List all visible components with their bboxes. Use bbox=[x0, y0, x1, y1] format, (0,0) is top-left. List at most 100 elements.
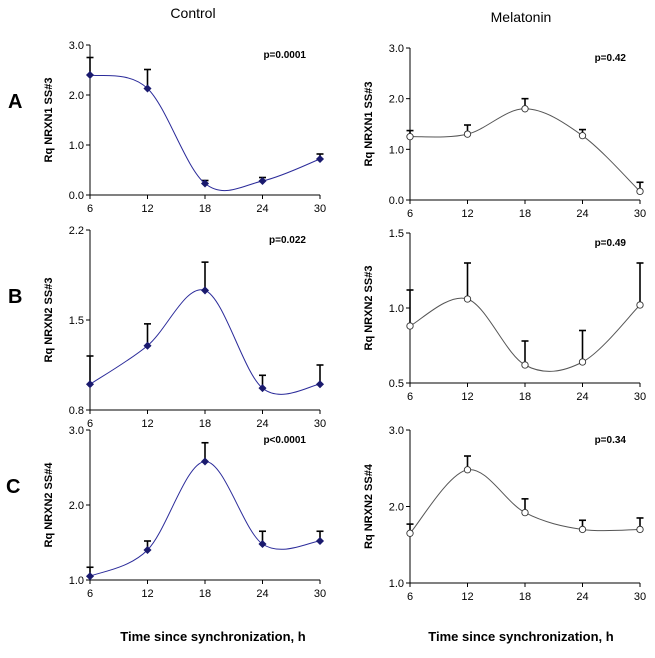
data-point bbox=[258, 539, 267, 549]
y-tick-label: 3.0 bbox=[69, 425, 84, 437]
data-point bbox=[200, 179, 210, 188]
x-tick-label: 24 bbox=[576, 208, 588, 220]
series-line bbox=[89, 460, 321, 577]
x-tick-label: 24 bbox=[576, 591, 588, 603]
series-line bbox=[89, 289, 321, 395]
data-point bbox=[578, 358, 587, 366]
row-label-b: B bbox=[8, 286, 22, 308]
panel-control-c: 1.0 2.0 3.0 6 12 18 24 30 Rq NRXN2 SS#4 p<0.0001 bbox=[43, 425, 326, 600]
x-tick-label: 12 bbox=[461, 391, 473, 403]
x-tick-label: 30 bbox=[634, 208, 646, 220]
y-tick-label: 2.0 bbox=[389, 502, 404, 514]
data-point bbox=[463, 295, 472, 303]
data-point bbox=[521, 361, 529, 369]
y-tick-label: 1.0 bbox=[69, 140, 84, 152]
row-label-a: A bbox=[8, 91, 22, 113]
x-tick-label: 24 bbox=[576, 391, 588, 403]
y-tick-label: 1.0 bbox=[389, 578, 404, 590]
data-point bbox=[406, 133, 414, 141]
series-line bbox=[89, 74, 321, 192]
x-tick-label: 6 bbox=[407, 591, 413, 603]
series-line bbox=[409, 469, 641, 534]
data-point bbox=[463, 130, 472, 138]
y-tick-label: 1.0 bbox=[389, 303, 404, 315]
x-tick-label: 12 bbox=[461, 208, 473, 220]
data-point bbox=[521, 508, 529, 517]
x-tick-label: 18 bbox=[199, 588, 211, 600]
x-tick-label: 6 bbox=[87, 203, 93, 215]
panel-control-b: 0.8 1.5 2.2 6 12 18 24 30 Rq NRXN2 SS#3 p=0.022 bbox=[43, 225, 326, 430]
row-label-c: C bbox=[6, 476, 20, 498]
p-value-label: p=0.0001 bbox=[263, 50, 306, 61]
data-point bbox=[406, 529, 414, 537]
y-tick-label: 1.0 bbox=[389, 144, 404, 156]
x-tick-label: 18 bbox=[519, 591, 531, 603]
data-point bbox=[315, 380, 325, 389]
y-tick-label: 0.0 bbox=[389, 195, 404, 207]
data-point bbox=[315, 154, 325, 164]
panel-melatonin-b: 0.5 1.0 1.5 6 12 18 24 30 Rq NRXN2 SS#3 p=0.49 bbox=[363, 228, 646, 403]
data-point bbox=[315, 536, 325, 546]
y-axis-label: Rq NRXN1 SS#3 bbox=[43, 78, 55, 163]
data-point bbox=[636, 187, 644, 196]
data-point bbox=[578, 132, 587, 140]
data-point bbox=[143, 84, 152, 93]
data-point bbox=[463, 466, 472, 474]
y-tick-label: 2.0 bbox=[69, 90, 84, 102]
panel-melatonin-a: 0.0 1.0 2.0 3.0 6 12 18 24 30 Rq NRXN1 SS#3 p=0.42 bbox=[363, 43, 646, 220]
x-tick-label: 12 bbox=[141, 588, 153, 600]
p-value-label: p<0.0001 bbox=[263, 435, 306, 446]
x-tick-label: 24 bbox=[256, 418, 268, 430]
x-axis-title-melatonin: Time since synchronization, h bbox=[428, 629, 613, 644]
y-tick-label: 0.5 bbox=[389, 378, 404, 390]
y-tick-label: 3.0 bbox=[389, 425, 404, 437]
x-tick-label: 18 bbox=[199, 203, 211, 215]
p-value-label: p=0.022 bbox=[269, 235, 306, 246]
data-point bbox=[143, 545, 152, 555]
data-point bbox=[578, 525, 587, 534]
y-tick-label: 2.2 bbox=[69, 225, 84, 237]
x-tick-label: 18 bbox=[199, 418, 211, 430]
data-point bbox=[85, 70, 95, 80]
y-tick-label: 2.0 bbox=[69, 500, 84, 512]
data-point bbox=[258, 384, 267, 393]
y-axis-label: Rq NRXN2 SS#4 bbox=[363, 463, 375, 549]
panel-melatonin-c: 1.0 2.0 3.0 6 12 18 24 30 Rq NRXN2 SS#4 p=0.34 bbox=[363, 425, 646, 603]
y-tick-label: 1.5 bbox=[69, 315, 84, 327]
p-value-label: p=0.49 bbox=[595, 238, 627, 249]
x-tick-label: 30 bbox=[634, 391, 646, 403]
x-tick-label: 24 bbox=[256, 203, 268, 215]
data-point bbox=[521, 105, 529, 113]
y-axis-label: Rq NRXN2 SS#3 bbox=[43, 278, 55, 363]
y-axis-label: Rq NRXN1 SS#3 bbox=[363, 82, 375, 167]
y-axis-label: Rq NRXN2 SS#4 bbox=[43, 462, 55, 548]
x-axis-title-control: Time since synchronization, h bbox=[120, 629, 305, 644]
y-tick-label: 1.5 bbox=[389, 228, 404, 240]
data-point bbox=[143, 341, 152, 350]
data-point bbox=[85, 572, 95, 581]
x-tick-label: 12 bbox=[141, 203, 153, 215]
data-point bbox=[406, 322, 414, 330]
column-title-control: Control bbox=[170, 5, 215, 21]
y-tick-label: 3.0 bbox=[389, 43, 404, 55]
p-value-label: p=0.34 bbox=[595, 435, 627, 446]
x-tick-label: 18 bbox=[519, 391, 531, 403]
x-tick-label: 30 bbox=[634, 591, 646, 603]
x-tick-label: 6 bbox=[407, 208, 413, 220]
x-tick-label: 30 bbox=[314, 418, 326, 430]
x-tick-label: 18 bbox=[519, 208, 531, 220]
y-tick-label: 3.0 bbox=[69, 40, 84, 52]
x-tick-label: 30 bbox=[314, 203, 326, 215]
x-tick-label: 6 bbox=[87, 588, 93, 600]
data-point bbox=[200, 286, 210, 295]
column-title-melatonin: Melatonin bbox=[491, 9, 552, 25]
y-tick-label: 1.0 bbox=[69, 575, 84, 587]
x-tick-label: 12 bbox=[141, 418, 153, 430]
data-point bbox=[636, 525, 644, 534]
y-tick-label: 0.0 bbox=[69, 190, 84, 202]
panel-control-a: 0.0 1.0 2.0 3.0 6 12 18 24 30 Rq NRXN1 SS#3 p=0.00… bbox=[43, 40, 326, 215]
x-tick-label: 6 bbox=[407, 391, 413, 403]
x-tick-label: 6 bbox=[87, 418, 93, 430]
